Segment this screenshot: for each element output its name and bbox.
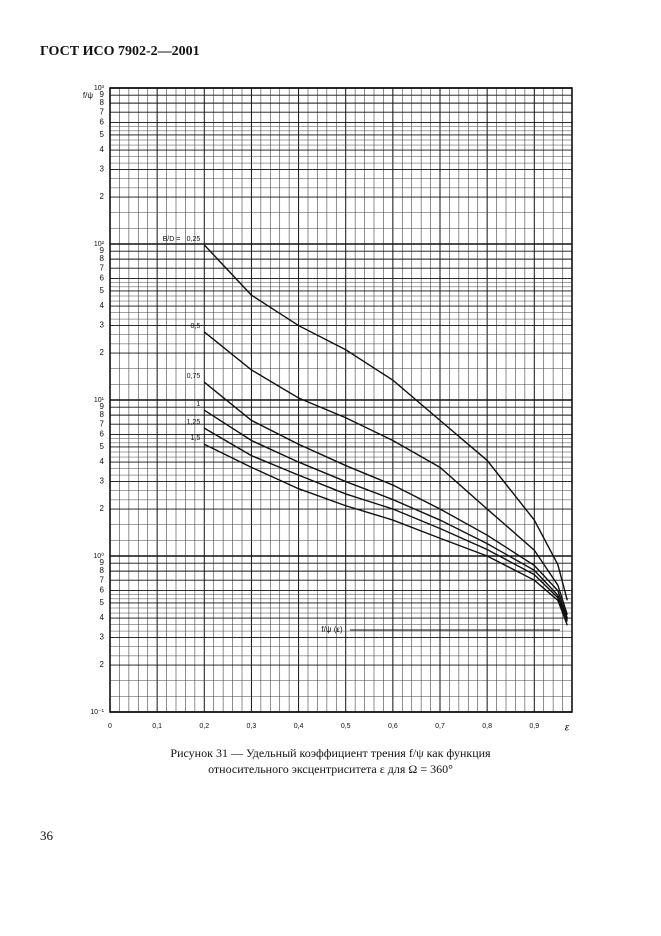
- series-label: 1,25: [187, 419, 201, 426]
- y-tick-label: 6: [100, 274, 105, 283]
- series-label: 1,5: [191, 435, 201, 442]
- x-tick-label: 0,3: [247, 723, 257, 730]
- series-label: 0,25: [187, 236, 201, 243]
- legend-title: B/D =: [163, 236, 181, 243]
- page-number: 36: [40, 828, 53, 843]
- y-tick-label: 4: [100, 145, 105, 154]
- y-tick-label: 7: [100, 107, 105, 116]
- series-line: [203, 381, 568, 619]
- y-tick-label: 6: [100, 430, 105, 439]
- y-tick-label: 3: [100, 165, 105, 174]
- y-tick-label: 7: [100, 575, 105, 584]
- y-tick-label: 4: [100, 301, 105, 310]
- chart: 0 0,1 0,2 0,3 0,4 0,5 0,6 0,7 0,8 0,910⁻¹23456789…: [83, 85, 573, 734]
- y-tick-label: 10⁻¹: [90, 709, 104, 716]
- annotation: f/ψ (ε): [321, 625, 343, 634]
- y-tick-label: 8: [100, 254, 105, 263]
- y-tick-label: 9: [100, 558, 105, 567]
- y-tick-label: 9: [100, 402, 105, 411]
- caption-line: относительного эксцентриситета ε для Ω =…: [208, 762, 453, 776]
- series-line: [203, 244, 568, 601]
- y-tick-label: 8: [100, 410, 105, 419]
- y-tick-label: 6: [100, 118, 105, 127]
- y-tick-label: 6: [100, 586, 105, 595]
- y-tick-label: 4: [100, 613, 105, 622]
- x-tick-label: 0,9: [529, 723, 539, 730]
- y-tick-label: 10²: [94, 241, 105, 248]
- caption-line: Рисунок 31 — Удельный коэффициент трения…: [170, 746, 491, 760]
- y-tick-label: 2: [100, 660, 105, 669]
- y-tick-label: 5: [100, 130, 105, 139]
- y-tick-label: 7: [100, 419, 105, 428]
- y-axis-label: f/ψ: [83, 91, 93, 100]
- y-tick-label: 7: [100, 263, 105, 272]
- y-tick-label: 8: [100, 566, 105, 575]
- x-tick-label: 0,5: [341, 723, 351, 730]
- header: ГОСТ ИСО 7902-2—2001: [40, 44, 200, 59]
- y-tick-label: 5: [100, 286, 105, 295]
- y-tick-label: 3: [100, 633, 105, 642]
- x-tick-label: 0,2: [199, 723, 209, 730]
- y-tick-label: 8: [100, 98, 105, 107]
- series-line: [203, 443, 568, 626]
- x-axis-label: ε: [565, 723, 570, 734]
- y-tick-label: 2: [100, 348, 105, 357]
- y-tick-label: 9: [100, 246, 105, 255]
- x-tick-label: 0,8: [482, 723, 492, 730]
- y-tick-label: 2: [100, 192, 105, 201]
- y-tick-label: 3: [100, 477, 105, 486]
- y-tick-label: 5: [100, 442, 105, 451]
- series-line: [203, 409, 568, 621]
- series-label: 0,75: [187, 373, 201, 380]
- y-tick-label: 9: [100, 90, 105, 99]
- y-tick-label: 4: [100, 457, 105, 466]
- series-label: 1: [196, 401, 200, 408]
- y-tick-label: 5: [100, 598, 105, 607]
- series-line: [203, 331, 568, 615]
- series-label: 0,5: [191, 323, 201, 330]
- x-tick-label: 0,6: [388, 723, 398, 730]
- y-tick-label: 10¹: [94, 397, 105, 404]
- y-tick-label: 2: [100, 504, 105, 513]
- plot-frame: [109, 87, 573, 713]
- x-tick-label: 0,1: [152, 723, 162, 730]
- y-tick-label: 3: [100, 321, 105, 330]
- x-tick-label: 0,4: [294, 723, 304, 730]
- x-tick-label: 0: [108, 723, 112, 730]
- y-tick-label: 10³: [94, 85, 105, 92]
- series-line: [203, 427, 568, 622]
- x-tick-label: 0,7: [435, 723, 445, 730]
- y-tick-label: 10⁰: [93, 552, 104, 560]
